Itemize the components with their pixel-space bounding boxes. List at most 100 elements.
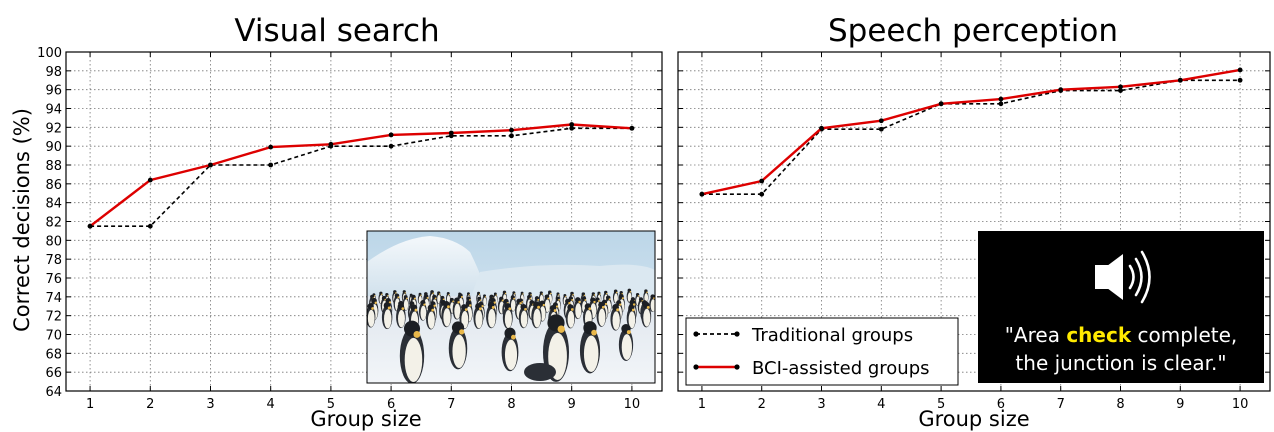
x-tick-label: 7 xyxy=(1057,397,1065,412)
y-tick-label: 74 xyxy=(45,291,62,306)
data-point xyxy=(998,96,1004,102)
speech-quote-line-2: the junction is clear." xyxy=(1015,351,1226,375)
x-tick-label: 2 xyxy=(146,397,154,412)
data-point xyxy=(509,127,514,133)
x-tick-label: 10 xyxy=(1232,397,1249,412)
speech-quote-line-1: "Area check complete, xyxy=(1005,323,1238,347)
chart-title: Speech perception xyxy=(828,13,1118,49)
legend-label: BCI-assisted groups xyxy=(752,358,930,379)
x-tick-label: 7 xyxy=(447,397,455,412)
penguins-photo xyxy=(367,231,655,383)
data-point xyxy=(819,125,824,131)
y-tick-label: 88 xyxy=(45,159,62,174)
x-tick-label: 8 xyxy=(1116,397,1124,412)
data-point xyxy=(569,122,575,127)
x-tick-label: 4 xyxy=(267,397,275,412)
y-tick-label: 82 xyxy=(45,216,62,231)
series-layer xyxy=(699,67,1243,197)
data-point xyxy=(1118,88,1123,94)
series-traditional xyxy=(699,77,1243,197)
y-tick-label: 84 xyxy=(45,197,62,212)
y-tick-label: 92 xyxy=(45,121,62,136)
y-axis-ticks: 64 66 68 70 72 74 76 78 80 82 84 86 88 90 92 94 96 98 100 xyxy=(37,46,62,400)
data-point xyxy=(268,144,274,150)
x-tick-label: 6 xyxy=(387,397,395,412)
x-tick-label: 5 xyxy=(327,397,335,412)
x-axis-ticks: 1 2 3 4 5 6 7 8 9 10 xyxy=(698,397,1249,412)
series-bci-assisted xyxy=(87,122,635,229)
data-point xyxy=(1237,77,1243,83)
data-point xyxy=(268,162,274,168)
data-point xyxy=(569,125,575,131)
x-tick-label: 6 xyxy=(997,397,1005,412)
x-tick-label: 1 xyxy=(86,397,94,412)
axes-frame xyxy=(677,51,1271,392)
y-tick-label: 96 xyxy=(45,84,62,99)
data-point xyxy=(509,133,514,139)
x-tick-label: 5 xyxy=(937,397,945,412)
x-tick-label: 1 xyxy=(698,397,706,412)
data-point xyxy=(87,223,93,229)
data-point xyxy=(1058,87,1064,93)
y-tick-label: 100 xyxy=(37,46,62,61)
legend-label: Traditional groups xyxy=(751,325,913,346)
y-tick-label: 90 xyxy=(45,140,62,155)
x-tick-label: 10 xyxy=(624,397,641,412)
y-tick-label: 70 xyxy=(45,329,62,344)
data-point xyxy=(448,130,454,136)
y-axis-label: Correct decisions (%) xyxy=(10,108,34,332)
data-point xyxy=(878,126,884,132)
panel-visual-search: Visual search Group size Correct decisio… xyxy=(10,13,663,431)
data-point xyxy=(1177,77,1183,83)
data-point xyxy=(699,191,705,197)
x-tick-label: 9 xyxy=(568,397,576,412)
series-line xyxy=(90,127,632,227)
y-tick-label: 68 xyxy=(45,347,62,362)
y-tick-label: 76 xyxy=(45,272,62,287)
legend-entry-traditional: Traditional groups xyxy=(693,325,913,346)
data-point xyxy=(208,162,213,168)
x-tick-label: 3 xyxy=(206,397,214,412)
series-traditional xyxy=(87,125,635,229)
y-tick-label: 94 xyxy=(45,103,62,118)
data-point xyxy=(388,143,394,149)
data-point xyxy=(1237,67,1243,73)
series-bci-assisted xyxy=(699,67,1243,197)
panel-speech-perception: Speech perception Group size 1 2 3 4 5 6 7 8 9 10… xyxy=(677,13,1271,431)
data-point xyxy=(938,101,944,107)
chart-title: Visual search xyxy=(234,13,439,49)
x-tick-label: 9 xyxy=(1176,397,1184,412)
y-tick-label: 78 xyxy=(45,253,62,268)
y-tick-label: 98 xyxy=(45,65,62,80)
y-tick-label: 64 xyxy=(45,385,62,400)
series-layer xyxy=(87,122,635,229)
x-tick-label: 8 xyxy=(507,397,515,412)
x-axis-label: Group size xyxy=(310,407,421,431)
y-tick-label: 86 xyxy=(45,178,62,193)
data-point xyxy=(1118,84,1123,90)
series-line xyxy=(701,68,1241,196)
speaker-icon xyxy=(1095,250,1151,304)
data-point xyxy=(147,223,153,229)
x-axis-label: Group size xyxy=(918,407,1029,431)
series-line xyxy=(89,123,632,228)
legend: Traditional groups BCI-assisted groups xyxy=(685,317,959,386)
data-point xyxy=(388,132,394,138)
legend-entry-bci: BCI-assisted groups xyxy=(693,358,930,379)
series-line xyxy=(701,79,1241,195)
data-point xyxy=(759,191,765,197)
y-tick-label: 66 xyxy=(45,366,62,381)
axes-frame xyxy=(65,51,663,392)
x-axis-ticks: 1 2 3 4 5 6 7 8 9 10 xyxy=(86,397,640,412)
data-point xyxy=(147,177,153,183)
speech-card: "Area check complete, the junction is cl… xyxy=(978,231,1264,383)
data-point xyxy=(759,178,765,184)
data-point xyxy=(629,125,635,131)
data-point xyxy=(328,141,334,147)
y-tick-label: 80 xyxy=(45,234,62,249)
data-point xyxy=(878,118,884,124)
data-point xyxy=(998,101,1004,107)
x-tick-label: 3 xyxy=(817,397,825,412)
